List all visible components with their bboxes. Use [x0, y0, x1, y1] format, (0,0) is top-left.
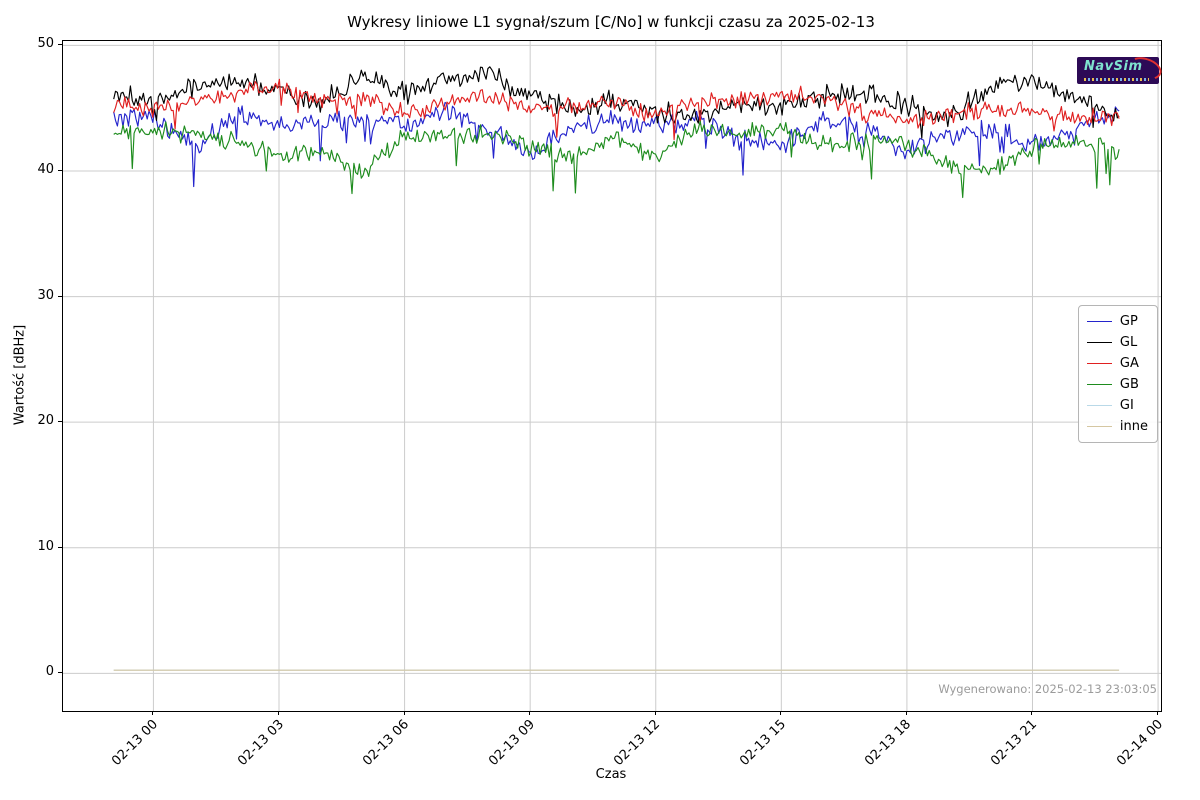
legend-label: inne [1119, 419, 1148, 434]
y-tick-mark [58, 295, 62, 297]
legend-item-GI: GI [1086, 395, 1148, 416]
legend-swatch-GI [1086, 405, 1112, 406]
y-tick-label: 20 [37, 413, 54, 429]
x-tick-mark [152, 711, 154, 715]
x-tick-label: 02-13 15 [736, 717, 789, 769]
legend: GP GL GA GB GI inne [1077, 305, 1158, 443]
series-line-GA [113, 78, 1120, 141]
x-tick-mark [1031, 711, 1033, 715]
plot-area: GP GL GA GB GI inne Wygenerowano: 2025-02-13 … [62, 40, 1165, 712]
x-tick-label: 02-13 00 [109, 717, 162, 769]
y-tick-mark [58, 421, 62, 423]
legend-label: GI [1119, 398, 1134, 413]
x-tick-label: 02-13 12 [611, 717, 664, 769]
legend-label: GB [1119, 377, 1139, 392]
generated-timestamp: Wygenerowano: 2025-02-13 23:03:05 [938, 682, 1157, 696]
legend-swatch-GL [1086, 342, 1112, 343]
legend-label: GA [1119, 356, 1139, 371]
legend-swatch-GA [1086, 363, 1112, 364]
y-tick-mark [58, 169, 62, 171]
legend-item-GB: GB [1086, 374, 1148, 395]
x-tick-mark [278, 711, 279, 715]
plot-canvas [63, 41, 1161, 711]
legend-item-inne: inne [1086, 416, 1148, 437]
legend-item-GL: GL [1086, 332, 1148, 353]
series-line-GP [113, 101, 1120, 188]
legend-label: GP [1119, 314, 1138, 329]
chart-title: Wykresy liniowe L1 sygnał/szum [C/No] w … [347, 13, 875, 31]
x-tick-mark [403, 711, 405, 715]
legend-item-GP: GP [1086, 311, 1148, 332]
x-tick-mark [780, 711, 782, 715]
x-tick-label: 02-14 00 [1113, 717, 1166, 769]
legend-item-GA: GA [1086, 353, 1148, 374]
y-tick-label: 10 [37, 538, 54, 554]
legend-swatch-GP [1086, 321, 1112, 322]
logo-subtext [1084, 78, 1149, 81]
y-tick-label: 40 [37, 161, 54, 177]
y-tick-label: 30 [37, 287, 54, 303]
logo-text: NavSim [1084, 59, 1143, 74]
y-tick-mark [58, 672, 62, 674]
y-axis-label: Wartość [dBHz] [12, 324, 28, 426]
series-line-GB [113, 120, 1120, 199]
y-tick-mark [58, 546, 62, 548]
x-tick-label: 02-13 06 [360, 717, 413, 769]
legend-swatch-inne [1086, 426, 1112, 427]
series-line-GL [113, 66, 1120, 139]
x-tick-mark [654, 711, 656, 715]
x-tick-mark [529, 711, 531, 715]
y-tick-label: 50 [37, 36, 54, 52]
x-tick-label: 02-13 09 [485, 717, 538, 769]
x-tick-mark [905, 711, 907, 715]
x-tick-label: 02-13 03 [234, 717, 287, 769]
x-tick-label: 02-13 18 [862, 717, 915, 769]
legend-swatch-GB [1086, 384, 1112, 385]
y-tick-mark [58, 44, 62, 46]
y-tick-label: 0 [45, 664, 54, 680]
legend-label: GL [1119, 335, 1138, 350]
x-tick-label: 02-13 21 [988, 717, 1041, 769]
x-tick-mark [1157, 711, 1159, 715]
watermark-logo: NavSim [1077, 53, 1165, 84]
x-axis-label: Czas [595, 767, 627, 782]
